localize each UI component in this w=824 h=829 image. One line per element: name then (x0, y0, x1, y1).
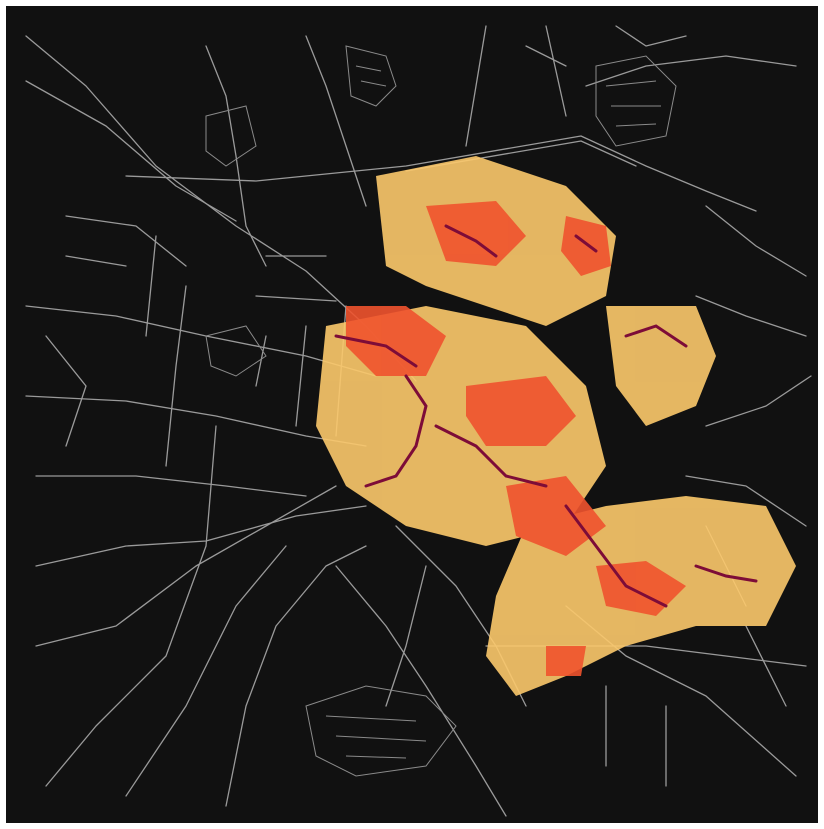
road-south-1 (335, 565, 507, 817)
heat-high-path-3 (364, 374, 428, 488)
heat-high-path-6 (624, 324, 688, 348)
road-network (25, 25, 812, 817)
heat-med-region-south (506, 476, 606, 556)
heat-high-path-2 (334, 334, 418, 368)
road-sw-3 (45, 425, 217, 787)
cluster-south-town (305, 685, 457, 777)
road-east-2 (705, 375, 812, 427)
cluster-west-village (205, 325, 267, 377)
heat-med-region-core (466, 376, 576, 446)
road-west-3 (35, 475, 307, 497)
road-south-3 (385, 565, 427, 707)
road-north-1 (205, 45, 267, 267)
street-network-map (6, 6, 818, 823)
map-canvas (6, 6, 818, 823)
heat-high-path-5 (564, 504, 668, 608)
road-grid-1 (255, 255, 347, 437)
cluster-north-village (345, 45, 397, 107)
road-sw-4 (125, 545, 287, 797)
heat-high-path-4 (434, 424, 548, 488)
heat-med-region-north (426, 201, 526, 266)
road-sw-2 (35, 485, 337, 647)
heat-high-path-8 (574, 234, 598, 253)
heat-med-region-center (346, 306, 446, 376)
road-sw-5 (225, 545, 367, 807)
road-highway-north (125, 135, 757, 212)
cluster-nw-village (205, 105, 257, 167)
heat-med-region-s2 (546, 646, 586, 676)
heat-high-path-7 (694, 564, 758, 583)
road-north-3 (465, 25, 487, 147)
heat-high-density (334, 224, 758, 608)
road-ne-2 (705, 205, 807, 277)
road-grid-5 (525, 25, 687, 117)
road-grid-3 (145, 235, 187, 467)
heat-low-region-east (606, 306, 716, 426)
road-grid-2 (45, 215, 187, 447)
heat-medium-density (346, 201, 686, 676)
road-north-2 (305, 35, 367, 207)
road-east-3 (685, 475, 807, 527)
heat-high-path-1 (444, 224, 498, 258)
settlement-clusters (205, 45, 677, 777)
heat-med-region-ne (561, 216, 611, 276)
cluster-ne-town (595, 55, 677, 147)
road-east-1 (695, 295, 807, 337)
road-nw-diagonal-2 (25, 80, 237, 222)
road-ne-1 (585, 55, 797, 87)
